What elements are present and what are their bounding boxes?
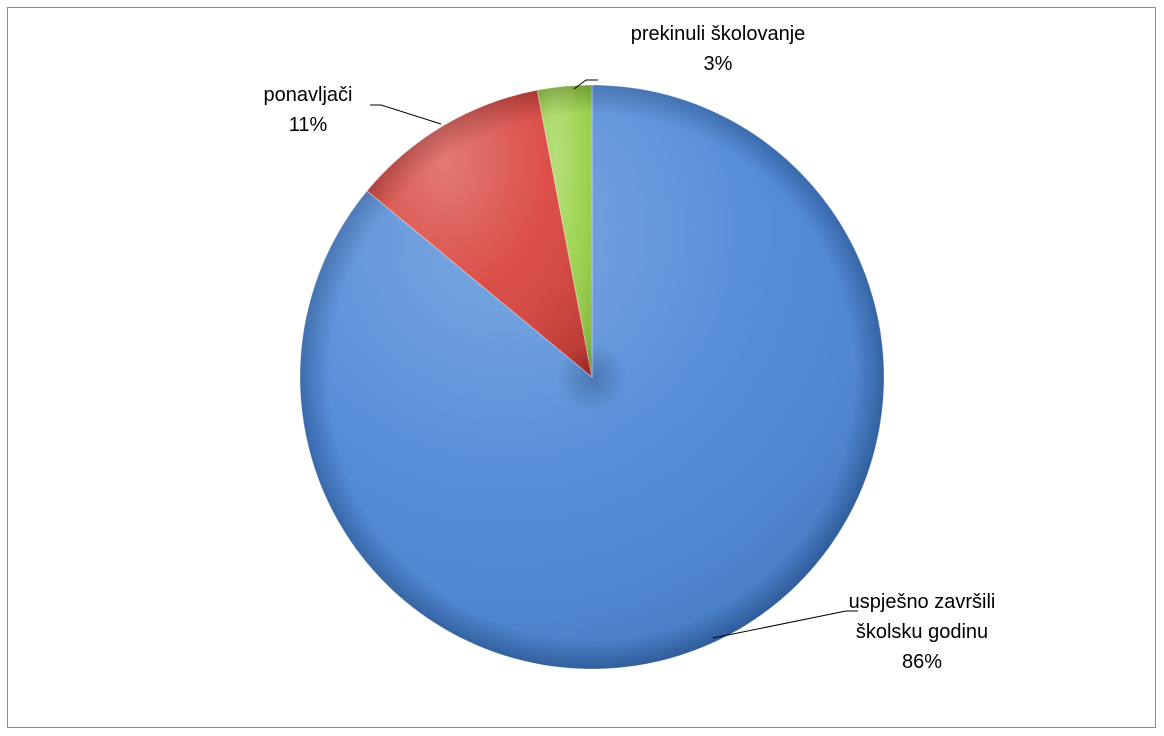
slice-percent-label-1: 11% bbox=[289, 114, 328, 136]
slice-percent-label-2: 3% bbox=[704, 53, 733, 75]
pie-chart: uspješno završili školsku godinu 86% ponavl… bbox=[264, 23, 996, 673]
slice-category-label-0: uspješno završili bbox=[849, 591, 996, 613]
slice-category-label-1: ponavljači bbox=[264, 84, 353, 106]
leader-line-2 bbox=[573, 79, 598, 90]
chart-frame: uspješno završili školsku godinu 86% ponavl… bbox=[7, 7, 1156, 728]
labels-layer: uspješno završili školsku godinu 86% ponavl… bbox=[264, 23, 996, 673]
slices-layer bbox=[299, 84, 885, 670]
pie-slice-gloss-2 bbox=[537, 85, 592, 377]
slice-category-label-2: prekinuli školovanje bbox=[631, 23, 806, 45]
leader-line-1 bbox=[370, 104, 442, 125]
slice-category-label-0: školsku godinu bbox=[856, 621, 988, 643]
pie-slice-gloss-1 bbox=[367, 90, 592, 377]
leader-line-0 bbox=[712, 610, 858, 639]
slice-percent-label-0: 86% bbox=[902, 651, 942, 673]
